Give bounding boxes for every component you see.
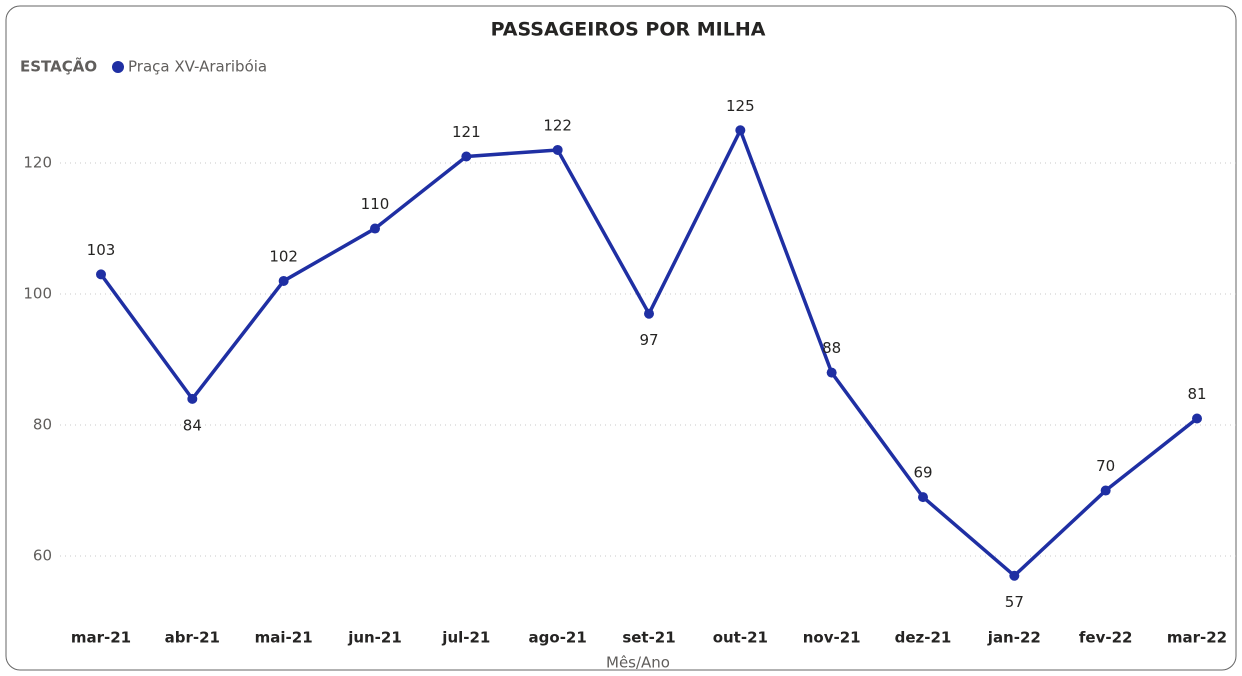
x-axis-label: Mês/Ano xyxy=(606,654,670,672)
x-tick-label: jul-21 xyxy=(441,629,490,647)
data-label: 70 xyxy=(1096,457,1115,475)
x-tick-label: mar-22 xyxy=(1167,629,1227,647)
y-tick-label: 60 xyxy=(33,547,52,565)
data-label: 122 xyxy=(543,116,572,134)
data-label: 97 xyxy=(639,331,658,349)
card xyxy=(5,5,1237,671)
data-label: 110 xyxy=(361,195,390,213)
point xyxy=(1009,570,1020,581)
point xyxy=(187,393,198,404)
point xyxy=(96,269,106,280)
x-tick-label: nov-21 xyxy=(803,629,861,647)
x-tick-label: mar-21 xyxy=(71,629,131,647)
data-label: 125 xyxy=(726,97,755,115)
point xyxy=(1100,485,1111,496)
x-tick-label: mai-21 xyxy=(255,629,313,647)
data-label: 57 xyxy=(1005,593,1024,611)
data-label: 84 xyxy=(183,416,202,434)
x-tick-label: jun-21 xyxy=(347,629,402,647)
point xyxy=(918,492,928,503)
point xyxy=(278,275,289,286)
y-tick-label: 120 xyxy=(23,154,52,172)
legend-title: ESTAÇÃO xyxy=(20,57,97,76)
chart-title: PASSAGEIROS POR MILHA xyxy=(491,19,766,41)
x-tick-label: fev-22 xyxy=(1079,629,1133,647)
x-tick-label: out-21 xyxy=(713,629,768,647)
point xyxy=(552,144,563,155)
point xyxy=(826,367,837,378)
x-tick-label: jan-22 xyxy=(987,629,1041,647)
data-label: 121 xyxy=(452,123,481,141)
point xyxy=(735,125,746,136)
y-tick-label: 100 xyxy=(23,285,52,303)
y-tick-label: 80 xyxy=(33,416,52,434)
data-label: 88 xyxy=(822,339,841,357)
data-label: 69 xyxy=(913,464,932,482)
x-tick-label: set-21 xyxy=(622,629,675,647)
x-tick-label: dez-21 xyxy=(895,629,952,647)
data-label: 81 xyxy=(1187,385,1206,403)
point xyxy=(370,223,380,234)
x-tick-label: abr-21 xyxy=(165,629,220,647)
legend-marker xyxy=(112,61,124,73)
legend-label: Praça XV-Araribóia xyxy=(128,58,267,76)
data-label: 103 xyxy=(87,241,116,259)
data-label: 102 xyxy=(269,247,298,265)
point xyxy=(1192,413,1202,424)
x-tick-label: ago-21 xyxy=(529,629,587,647)
point xyxy=(644,308,654,319)
point xyxy=(461,151,472,162)
